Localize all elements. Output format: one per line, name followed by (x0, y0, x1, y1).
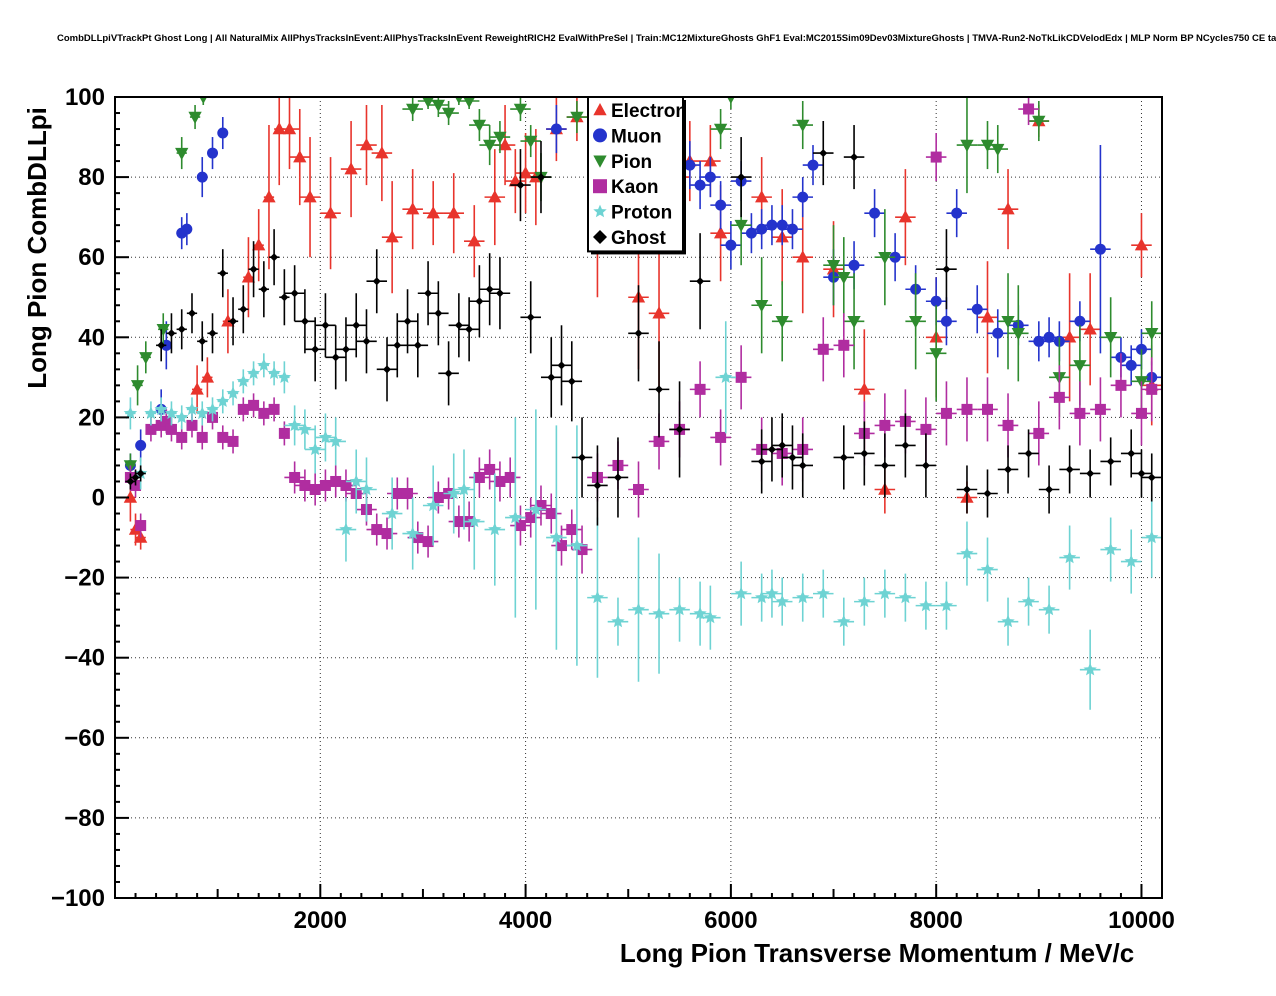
legend-label: Pion (611, 152, 652, 173)
svg-text:10000: 10000 (1108, 907, 1175, 934)
svg-text:−60: −60 (64, 725, 105, 752)
svg-text:60: 60 (78, 244, 105, 271)
svg-text:100: 100 (65, 84, 105, 111)
svg-text:−40: −40 (64, 645, 105, 672)
series-kaon (124, 97, 1162, 574)
legend-label: Kaon (611, 177, 659, 198)
tick-labels: 2000 4000 6000 8000 10000 −100 −80 −60 −40 −20 0 20… (51, 84, 1175, 934)
plot-title: CombDLLpiVTrackPt Ghost Long | All Natur… (57, 33, 1276, 44)
x-axis-title: Long Pion Transverse Momentum / MeV/c (620, 938, 1134, 968)
series-pion (123, 97, 1162, 478)
series-proton (123, 321, 1162, 710)
series-ghost (125, 121, 1162, 526)
svg-text:6000: 6000 (704, 907, 757, 934)
legend-item-muon: Muon (593, 126, 662, 147)
svg-text:80: 80 (78, 164, 105, 191)
svg-text:−80: −80 (64, 805, 105, 832)
legend: Electron Muon Pion Kaon Proton Ghost (587, 96, 687, 255)
legend-label: Electron (611, 101, 687, 122)
legend-label: Proton (611, 203, 672, 224)
legend-label: Ghost (611, 228, 667, 249)
series-layer (123, 97, 1162, 710)
svg-text:−20: −20 (64, 565, 105, 592)
svg-text:8000: 8000 (909, 907, 962, 934)
legend-item-pion: Pion (593, 152, 652, 173)
svg-text:20: 20 (78, 404, 105, 431)
svg-text:4000: 4000 (499, 907, 552, 934)
legend-item-ghost: Ghost (593, 228, 667, 249)
legend-item-proton: Proton (593, 203, 672, 224)
svg-text:2000: 2000 (294, 907, 347, 934)
axis-ticks (115, 96, 1163, 899)
svg-text:40: 40 (78, 324, 105, 351)
svg-text:−100: −100 (51, 885, 105, 912)
legend-label: Muon (611, 126, 662, 147)
y-axis-title: Long Pion CombDLLpi (22, 107, 52, 389)
legend-item-kaon: Kaon (593, 177, 659, 198)
legend-item-electron: Electron (593, 101, 687, 122)
svg-text:0: 0 (92, 485, 105, 512)
